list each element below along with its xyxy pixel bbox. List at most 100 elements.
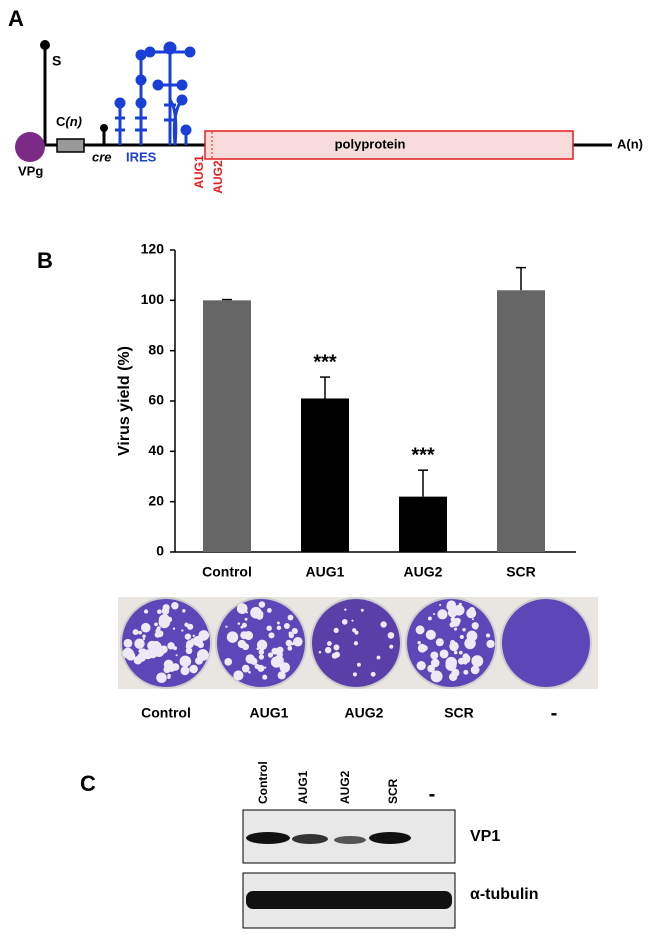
blot-row-label: α-tubulin [470, 886, 538, 903]
plaque [276, 646, 284, 654]
plaque [264, 666, 267, 669]
plaque [463, 669, 469, 675]
plaque [471, 622, 479, 630]
plaque [156, 672, 167, 684]
plaque [430, 651, 439, 660]
plaque [197, 659, 202, 664]
plaque [156, 626, 161, 631]
plaque [445, 659, 457, 671]
plaque [425, 629, 436, 640]
y-tick-label: 60 [148, 392, 164, 408]
polyprotein-box [204, 130, 574, 160]
genome-diagram: S VPg C(n) cre IRES polyprotein AUG1 AUG… [15, 40, 643, 194]
blot-row-label: VP1 [470, 828, 500, 845]
poly-a-label: A(n) [617, 136, 643, 151]
plaque [464, 655, 471, 662]
plaque-label: - [551, 702, 558, 724]
panel-label: C [80, 771, 96, 796]
plaque [134, 638, 145, 649]
plaque [318, 650, 322, 654]
plaque [167, 675, 171, 680]
plaque [270, 656, 283, 668]
bar-chart: 0 20 40 60 80 100 120 Control AUG1 *** AUG2 *** SCR [141, 241, 576, 580]
plaque [333, 644, 340, 651]
plaque [416, 661, 426, 671]
plaque [380, 621, 387, 628]
plaque [360, 608, 364, 612]
plaque [267, 608, 272, 613]
dish [500, 597, 592, 689]
plaque [457, 657, 465, 665]
plaque [142, 638, 146, 641]
plaque [233, 670, 244, 681]
ires-label: IRES [126, 149, 157, 164]
plaque [173, 646, 178, 651]
plaque [250, 657, 258, 665]
plaque [123, 638, 133, 648]
plaque [258, 654, 265, 660]
plaque [262, 674, 268, 680]
plaque [285, 639, 293, 647]
plaque [189, 664, 198, 674]
plaque [225, 625, 228, 628]
plaque [187, 623, 194, 630]
x-tick-label: SCR [506, 564, 536, 580]
plaque [458, 650, 463, 655]
plaque [256, 610, 264, 618]
plaque [237, 622, 241, 625]
plaque [276, 625, 282, 631]
plaque [167, 642, 175, 650]
significance-label: *** [313, 351, 337, 373]
plaque [451, 668, 460, 677]
plaque [277, 671, 286, 680]
plaque [248, 670, 251, 674]
x-tick-label: AUG2 [404, 564, 443, 580]
plaque [132, 629, 139, 636]
plaque [162, 604, 170, 612]
plaque-label: SCR [444, 705, 474, 721]
lane-label: AUG1 [296, 770, 310, 804]
plaque [266, 625, 272, 631]
plaque [351, 619, 354, 622]
plaque [376, 655, 381, 660]
plaque [450, 657, 454, 662]
plaque-dishes: Control AUG1 AUG2 SCR - [120, 597, 592, 724]
plaque [287, 614, 294, 621]
y-tick-label: 0 [156, 543, 164, 559]
plaque [258, 649, 265, 655]
plaque [453, 604, 465, 616]
lane-label: Control [256, 761, 270, 804]
x-tick-label: Control [202, 564, 252, 580]
plaque [240, 631, 249, 640]
panel-label: A [8, 6, 24, 31]
plaque [159, 645, 168, 654]
plaque [140, 622, 151, 633]
plaque [158, 614, 171, 626]
plaque [439, 642, 443, 646]
plaque [450, 639, 456, 646]
plaque [477, 660, 482, 665]
x-tick-label: AUG1 [306, 564, 345, 580]
plaque [459, 634, 464, 640]
plaque [184, 657, 191, 664]
plaque [446, 600, 457, 610]
plaque [353, 641, 359, 646]
plaque [148, 649, 158, 659]
plaque [279, 654, 283, 658]
plaque [439, 603, 442, 606]
plaque [352, 672, 357, 677]
plaque [138, 630, 142, 635]
plaque [244, 617, 248, 621]
plaque [485, 633, 491, 638]
blot-lanes: Control AUG1 AUG2 SCR - [256, 761, 435, 805]
plaque [143, 609, 149, 614]
plaque [471, 655, 484, 667]
y-axis-label: Virus yield (%) [116, 346, 133, 456]
plaque [172, 627, 176, 630]
plaque [356, 662, 361, 667]
significance-label: *** [411, 444, 435, 466]
plaque [245, 611, 249, 614]
plaque [267, 652, 274, 658]
plaque [333, 627, 339, 633]
plaque [415, 625, 425, 635]
